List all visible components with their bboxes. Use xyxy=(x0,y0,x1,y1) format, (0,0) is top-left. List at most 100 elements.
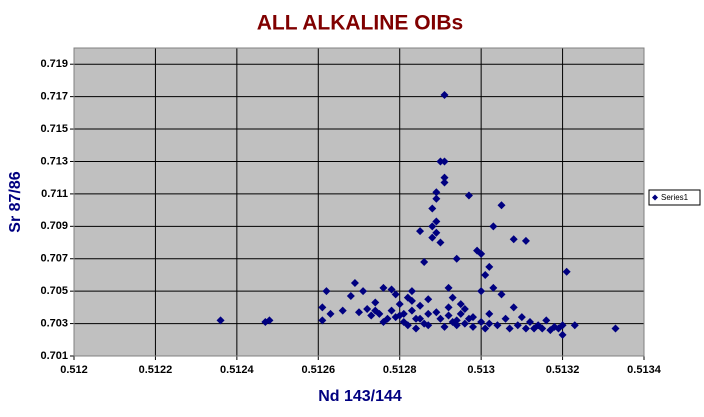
point xyxy=(420,257,429,266)
point xyxy=(399,309,408,318)
point xyxy=(485,262,494,271)
y-tick-label: 0.705 xyxy=(40,285,68,297)
x-tick-label: 0.5126 xyxy=(301,364,335,376)
point xyxy=(318,316,327,325)
point xyxy=(489,222,498,231)
point xyxy=(509,303,518,312)
point xyxy=(416,227,425,236)
point xyxy=(485,319,494,328)
point xyxy=(444,311,453,320)
y-tick-label: 0.707 xyxy=(40,253,68,265)
point xyxy=(526,317,534,326)
point xyxy=(265,316,274,325)
point xyxy=(538,324,547,333)
point xyxy=(379,317,388,326)
point xyxy=(477,249,486,258)
point xyxy=(424,309,433,318)
point xyxy=(505,324,514,333)
point xyxy=(412,314,420,323)
x-tick-label: 0.5132 xyxy=(546,364,580,376)
point xyxy=(407,287,416,296)
point xyxy=(513,321,522,330)
point xyxy=(469,322,477,331)
legend-label: Series1 xyxy=(661,193,689,202)
point xyxy=(416,314,425,323)
point xyxy=(452,316,461,325)
point xyxy=(558,321,567,330)
point xyxy=(521,236,530,245)
point xyxy=(509,235,518,244)
point xyxy=(477,317,486,326)
x-tick-label: 0.5124 xyxy=(220,364,255,376)
y-tick-label: 0.717 xyxy=(40,91,68,103)
point xyxy=(355,308,363,317)
point xyxy=(432,188,441,197)
point xyxy=(497,290,506,299)
point xyxy=(391,313,400,322)
point xyxy=(416,301,425,310)
point xyxy=(326,309,335,318)
point xyxy=(367,311,376,320)
point xyxy=(440,173,449,182)
point xyxy=(562,267,571,276)
x-tick-label: 0.513 xyxy=(467,364,495,376)
point xyxy=(436,238,445,247)
point xyxy=(558,330,567,339)
point xyxy=(375,309,384,318)
point xyxy=(521,324,530,333)
point xyxy=(456,309,465,318)
point xyxy=(407,296,416,305)
point xyxy=(493,321,502,330)
point xyxy=(428,204,437,213)
point xyxy=(407,306,416,315)
point xyxy=(432,217,441,226)
point xyxy=(501,314,510,323)
point xyxy=(428,233,437,242)
point xyxy=(350,279,359,288)
point xyxy=(395,300,404,309)
point xyxy=(517,313,526,322)
y-axis-title: Sr 87/86 xyxy=(7,171,24,232)
y-tick-label: 0.709 xyxy=(40,220,68,232)
y-tick-label: 0.703 xyxy=(40,317,68,329)
point xyxy=(432,308,441,317)
point xyxy=(440,91,449,100)
point xyxy=(489,283,498,292)
x-tick-label: 0.5128 xyxy=(383,364,417,376)
point xyxy=(460,304,469,313)
legend-box xyxy=(648,189,701,206)
point xyxy=(371,298,380,307)
x-tick-label: 0.512 xyxy=(60,364,88,376)
y-tick-label: 0.715 xyxy=(40,123,68,135)
x-axis-title: Nd 143/144 xyxy=(318,388,402,405)
point xyxy=(216,316,225,325)
point xyxy=(611,324,620,333)
point xyxy=(485,309,494,318)
legend-marker xyxy=(652,194,658,201)
point xyxy=(452,321,461,330)
point xyxy=(469,313,477,322)
point xyxy=(346,292,355,301)
point xyxy=(481,324,490,333)
point xyxy=(432,194,441,203)
point xyxy=(456,300,465,309)
point xyxy=(436,314,445,323)
point xyxy=(318,303,327,312)
point xyxy=(448,293,457,302)
point xyxy=(432,228,441,237)
point xyxy=(428,222,437,231)
y-tick-label: 0.711 xyxy=(41,188,68,200)
point xyxy=(570,321,579,330)
point xyxy=(412,324,420,333)
y-tick-label: 0.701 xyxy=(40,350,68,362)
point xyxy=(363,304,372,313)
point xyxy=(387,285,396,294)
point xyxy=(379,283,388,292)
point xyxy=(497,201,506,210)
point xyxy=(542,316,551,325)
x-tick-label: 0.5134 xyxy=(627,364,662,376)
y-tick-label: 0.713 xyxy=(40,155,68,167)
point xyxy=(444,283,453,292)
